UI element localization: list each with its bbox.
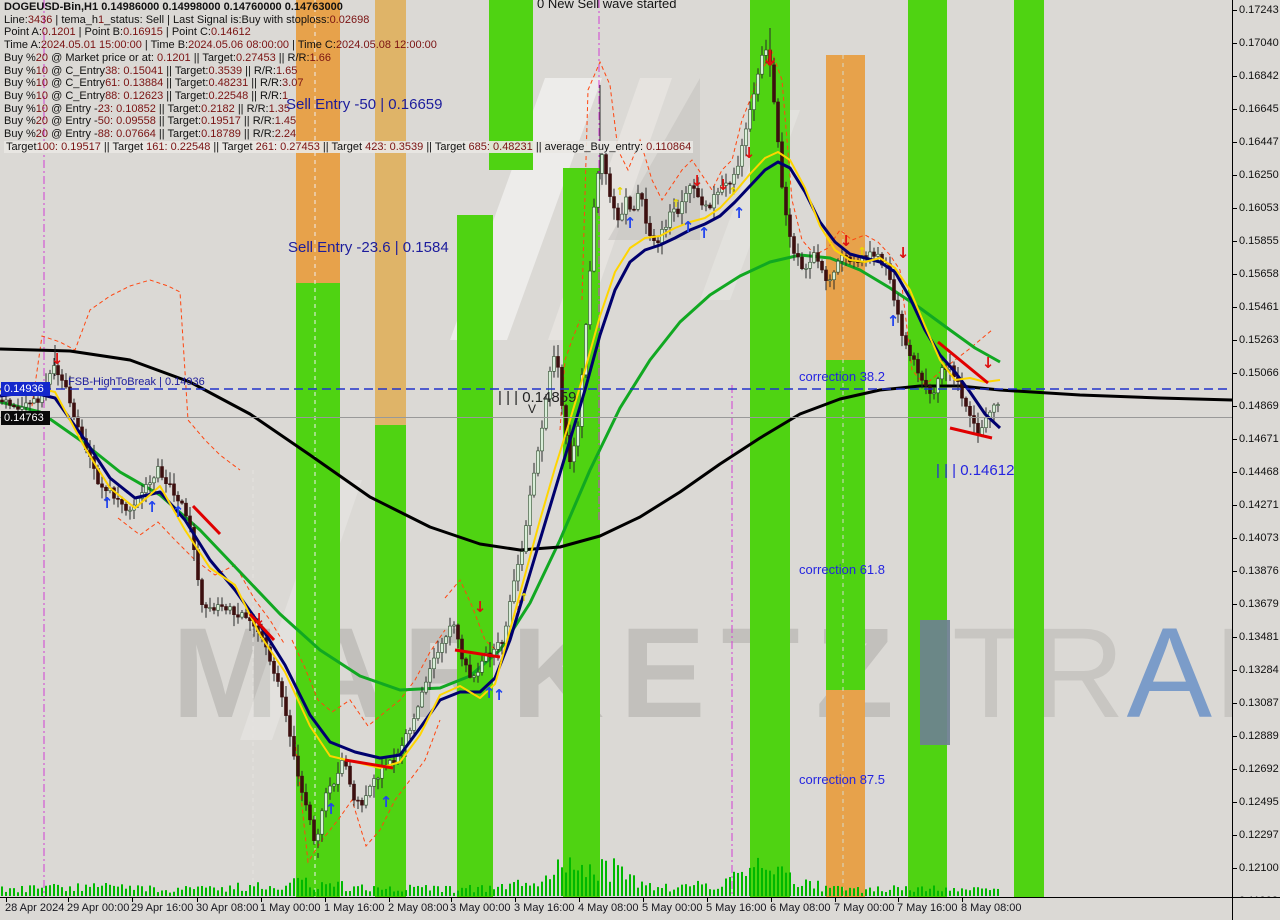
price-tick: 0.15855	[1233, 235, 1279, 247]
sell-arrow-icon: ↓	[840, 232, 853, 250]
signal-arrow-icon: ↑	[519, 591, 528, 604]
price-tick: 0.16053	[1233, 202, 1279, 214]
price-tick: 0.15263	[1233, 334, 1279, 346]
price-tick: 0.14073	[1233, 532, 1279, 544]
time-tick	[962, 898, 963, 902]
price-badge-bid: 0.14936	[1, 382, 50, 396]
time-tick	[389, 898, 390, 902]
price-tick: 0.12692	[1233, 763, 1279, 775]
price-tick: 0.13679	[1233, 598, 1279, 610]
time-label: 30 Apr 08:00	[196, 902, 259, 914]
time-label: 3 May 00:00	[450, 902, 511, 914]
sell-arrow-icon: ↓	[51, 350, 64, 368]
time-tick	[643, 898, 644, 902]
time-label: 2 May 08:00	[388, 902, 449, 914]
time-label: 7 May 16:00	[897, 902, 958, 914]
buy-arrow-icon: ↑	[733, 204, 746, 222]
price-tick: 0.17040	[1233, 37, 1279, 49]
price-tick: 0.17243	[1233, 4, 1279, 16]
buy-arrow-icon: ↑	[172, 503, 185, 521]
sell-arrow-icon: ↓	[253, 610, 266, 628]
price-tick: 0.12100	[1233, 862, 1279, 874]
time-axis[interactable]: 28 Apr 2024 29 Apr 00:00 29 Apr 16:00 30 Ap…	[0, 897, 1232, 920]
time-tick	[68, 898, 69, 902]
sell-arrow-icon: ↓	[897, 244, 910, 262]
time-tick	[261, 898, 262, 902]
sell-arrow-icon: ↓	[761, 47, 779, 72]
price-tick: 0.15066	[1233, 367, 1279, 379]
buy-arrow-icon: ↑	[887, 312, 900, 330]
price-tick: 0.16645	[1233, 103, 1279, 115]
price-tick: 0.13284	[1233, 664, 1279, 676]
time-label: 5 May 00:00	[642, 902, 703, 914]
buy-arrow-icon: ↑	[698, 224, 711, 242]
signal-arrow-icon: ↑	[671, 197, 680, 210]
buy-arrow-icon: ↑	[682, 218, 695, 236]
price-tick: 0.14869	[1233, 400, 1279, 412]
price-tick: 0.13876	[1233, 565, 1279, 577]
price-axis[interactable]: 0.17243 0.17040 0.16842 0.16645 0.16447 0.162…	[1232, 0, 1280, 907]
time-label: 1 May 00:00	[260, 902, 321, 914]
sell-arrow-icon: ↓	[717, 176, 730, 194]
time-label: 8 May 08:00	[961, 902, 1022, 914]
time-tick	[6, 898, 7, 902]
axis-corner	[1232, 897, 1280, 920]
price-tick: 0.14271	[1233, 499, 1279, 511]
time-tick	[197, 898, 198, 902]
time-label: 7 May 00:00	[834, 902, 895, 914]
time-label: 4 May 08:00	[578, 902, 639, 914]
sell-arrow-icon: ↓	[982, 354, 995, 372]
time-tick	[835, 898, 836, 902]
price-tick: 0.12495	[1233, 796, 1279, 808]
signal-arrow-icon: ↑	[857, 245, 866, 258]
price-tick: 0.15461	[1233, 301, 1279, 313]
time-label: 5 May 16:00	[706, 902, 767, 914]
time-label: 6 May 08:00	[770, 902, 831, 914]
signal-arrow-icon: ↑	[728, 185, 737, 198]
price-badge-last: 0.14763	[1, 411, 50, 425]
watermark-trade-a: A	[1126, 602, 1214, 745]
time-label: 1 May 16:00	[324, 902, 385, 914]
time-tick	[515, 898, 516, 902]
price-tick: 0.15658	[1233, 268, 1279, 280]
buy-arrow-icon: ↑	[325, 800, 338, 818]
price-tick: 0.13087	[1233, 697, 1279, 709]
price-tick: 0.12297	[1233, 829, 1279, 841]
sell-arrow-icon: ↓	[743, 144, 756, 162]
time-tick	[132, 898, 133, 902]
buy-arrow-icon: ↑	[483, 684, 496, 702]
time-tick	[707, 898, 708, 902]
time-tick	[898, 898, 899, 902]
time-tick	[451, 898, 452, 902]
time-label: 28 Apr 2024	[5, 902, 65, 914]
time-label: 3 May 16:00	[514, 902, 575, 914]
price-tick: 0.12889	[1233, 730, 1279, 742]
sell-arrow-icon: ↓	[691, 172, 704, 190]
time-tick	[325, 898, 326, 902]
time-label: 29 Apr 16:00	[131, 902, 194, 914]
time-tick	[771, 898, 772, 902]
buy-arrow-icon: ↑	[624, 214, 637, 232]
sell-arrow-icon: ↓	[474, 598, 487, 616]
price-tick: 0.13481	[1233, 631, 1279, 643]
price-tick: 0.16842	[1233, 70, 1279, 82]
price-tick: 0.16250	[1233, 169, 1279, 181]
time-label: 29 Apr 00:00	[67, 902, 130, 914]
signal-arrow-icon: ↑	[615, 185, 624, 198]
buy-arrow-icon: ↑	[101, 494, 114, 512]
buy-arrow-icon: ↑	[380, 793, 393, 811]
price-tick: 0.14468	[1233, 466, 1279, 478]
price-tick: 0.16447	[1233, 136, 1279, 148]
buy-arrow-icon: ↑	[146, 498, 159, 516]
buy-arrow-icon: ↑	[493, 686, 506, 704]
time-tick	[579, 898, 580, 902]
price-tick: 0.14671	[1233, 433, 1279, 445]
